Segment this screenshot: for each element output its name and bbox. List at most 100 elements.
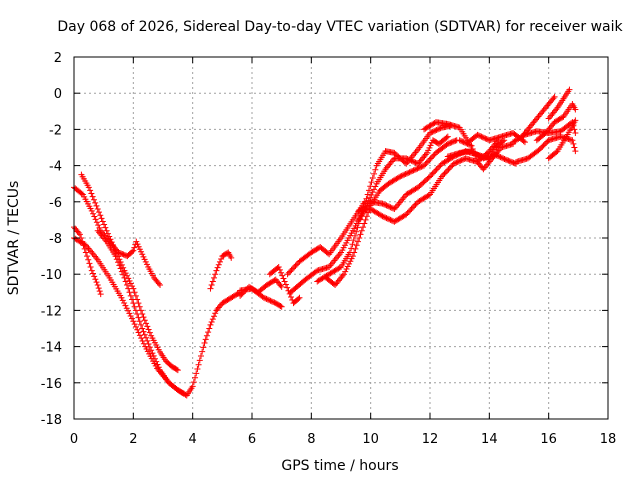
data-point <box>90 196 97 203</box>
y-tick-label: -18 <box>41 413 62 428</box>
chart-title: Day 068 of 2026, Sidereal Day-to-day VTE… <box>57 19 623 35</box>
data-point <box>367 194 374 201</box>
data-point <box>572 106 579 113</box>
data-point <box>276 266 283 273</box>
data-point <box>150 352 157 359</box>
data-point <box>504 157 511 164</box>
data-point <box>371 170 378 177</box>
data-point <box>293 261 300 268</box>
data-point <box>282 281 289 288</box>
data-point <box>127 280 134 287</box>
data-point <box>571 126 578 133</box>
data-point <box>85 256 92 263</box>
data-point <box>145 341 152 348</box>
data-point <box>267 297 274 304</box>
data-point <box>121 299 128 306</box>
data-point <box>141 331 148 338</box>
data-point <box>387 216 394 223</box>
data-point <box>446 165 453 172</box>
data-point <box>410 167 417 174</box>
data-point <box>438 173 445 180</box>
data-point <box>421 162 428 169</box>
data-point <box>104 230 111 237</box>
y-tick-label: -12 <box>41 304 62 319</box>
data-point <box>211 274 218 281</box>
data-point <box>543 139 550 146</box>
data-point <box>140 253 147 260</box>
data-point <box>348 245 355 252</box>
data-point <box>452 160 459 167</box>
data-point <box>464 140 471 147</box>
data-point <box>417 164 424 171</box>
data-point <box>506 158 513 165</box>
data-point <box>264 296 271 303</box>
data-point <box>361 220 368 227</box>
data-point <box>405 169 412 176</box>
data-point <box>146 329 153 336</box>
data-point <box>190 379 197 386</box>
data-point <box>369 189 376 196</box>
data-point <box>271 299 278 306</box>
data-point <box>194 366 201 373</box>
data-point <box>539 143 546 150</box>
data-point <box>284 284 291 291</box>
data-point <box>427 142 434 149</box>
data-point <box>155 280 162 287</box>
data-point <box>139 251 146 258</box>
data-point <box>89 193 96 200</box>
data-point <box>88 267 95 274</box>
data-point <box>275 263 282 270</box>
data-point <box>97 291 104 298</box>
data-point <box>330 281 337 288</box>
data-point <box>428 129 435 136</box>
data-point <box>456 137 463 144</box>
x-tick-label: 18 <box>600 432 617 447</box>
data-point <box>444 167 451 174</box>
data-point <box>281 278 288 285</box>
y-tick-label: 2 <box>54 51 62 66</box>
data-point <box>348 255 355 262</box>
data-point <box>132 292 139 299</box>
data-point <box>461 139 468 146</box>
data-point <box>429 128 436 135</box>
data-point <box>550 95 557 102</box>
data-point <box>119 297 126 304</box>
data-point <box>196 357 203 364</box>
series-track-l <box>314 122 454 285</box>
data-point <box>411 203 418 210</box>
data-point <box>382 214 389 221</box>
data-point <box>433 166 440 173</box>
y-tick-label: 0 <box>54 87 62 102</box>
data-point <box>137 307 144 314</box>
data-point <box>101 221 108 228</box>
data-point <box>501 155 508 162</box>
data-point <box>369 175 376 182</box>
data-point <box>353 242 360 249</box>
data-point <box>406 169 413 176</box>
data-point <box>130 318 137 325</box>
data-point <box>443 134 450 141</box>
data-point <box>362 216 369 223</box>
data-point <box>536 146 543 153</box>
data-point <box>92 216 99 223</box>
data-point <box>88 207 95 214</box>
data-point <box>387 204 394 211</box>
data-point <box>433 127 440 134</box>
data-point <box>75 229 82 236</box>
data-point <box>103 227 110 234</box>
data-point <box>149 350 156 357</box>
data-point <box>403 211 410 218</box>
data-point <box>120 271 127 278</box>
data-point <box>91 213 98 220</box>
data-point <box>403 170 410 177</box>
data-point <box>195 361 202 368</box>
data-point <box>218 255 225 262</box>
data-point <box>143 261 150 268</box>
data-point <box>482 135 489 142</box>
y-tick-label: -16 <box>41 377 62 392</box>
series-track-k <box>287 133 451 296</box>
data-point <box>209 316 216 323</box>
data-point <box>120 264 127 271</box>
data-point <box>411 166 418 173</box>
data-point <box>479 134 486 141</box>
